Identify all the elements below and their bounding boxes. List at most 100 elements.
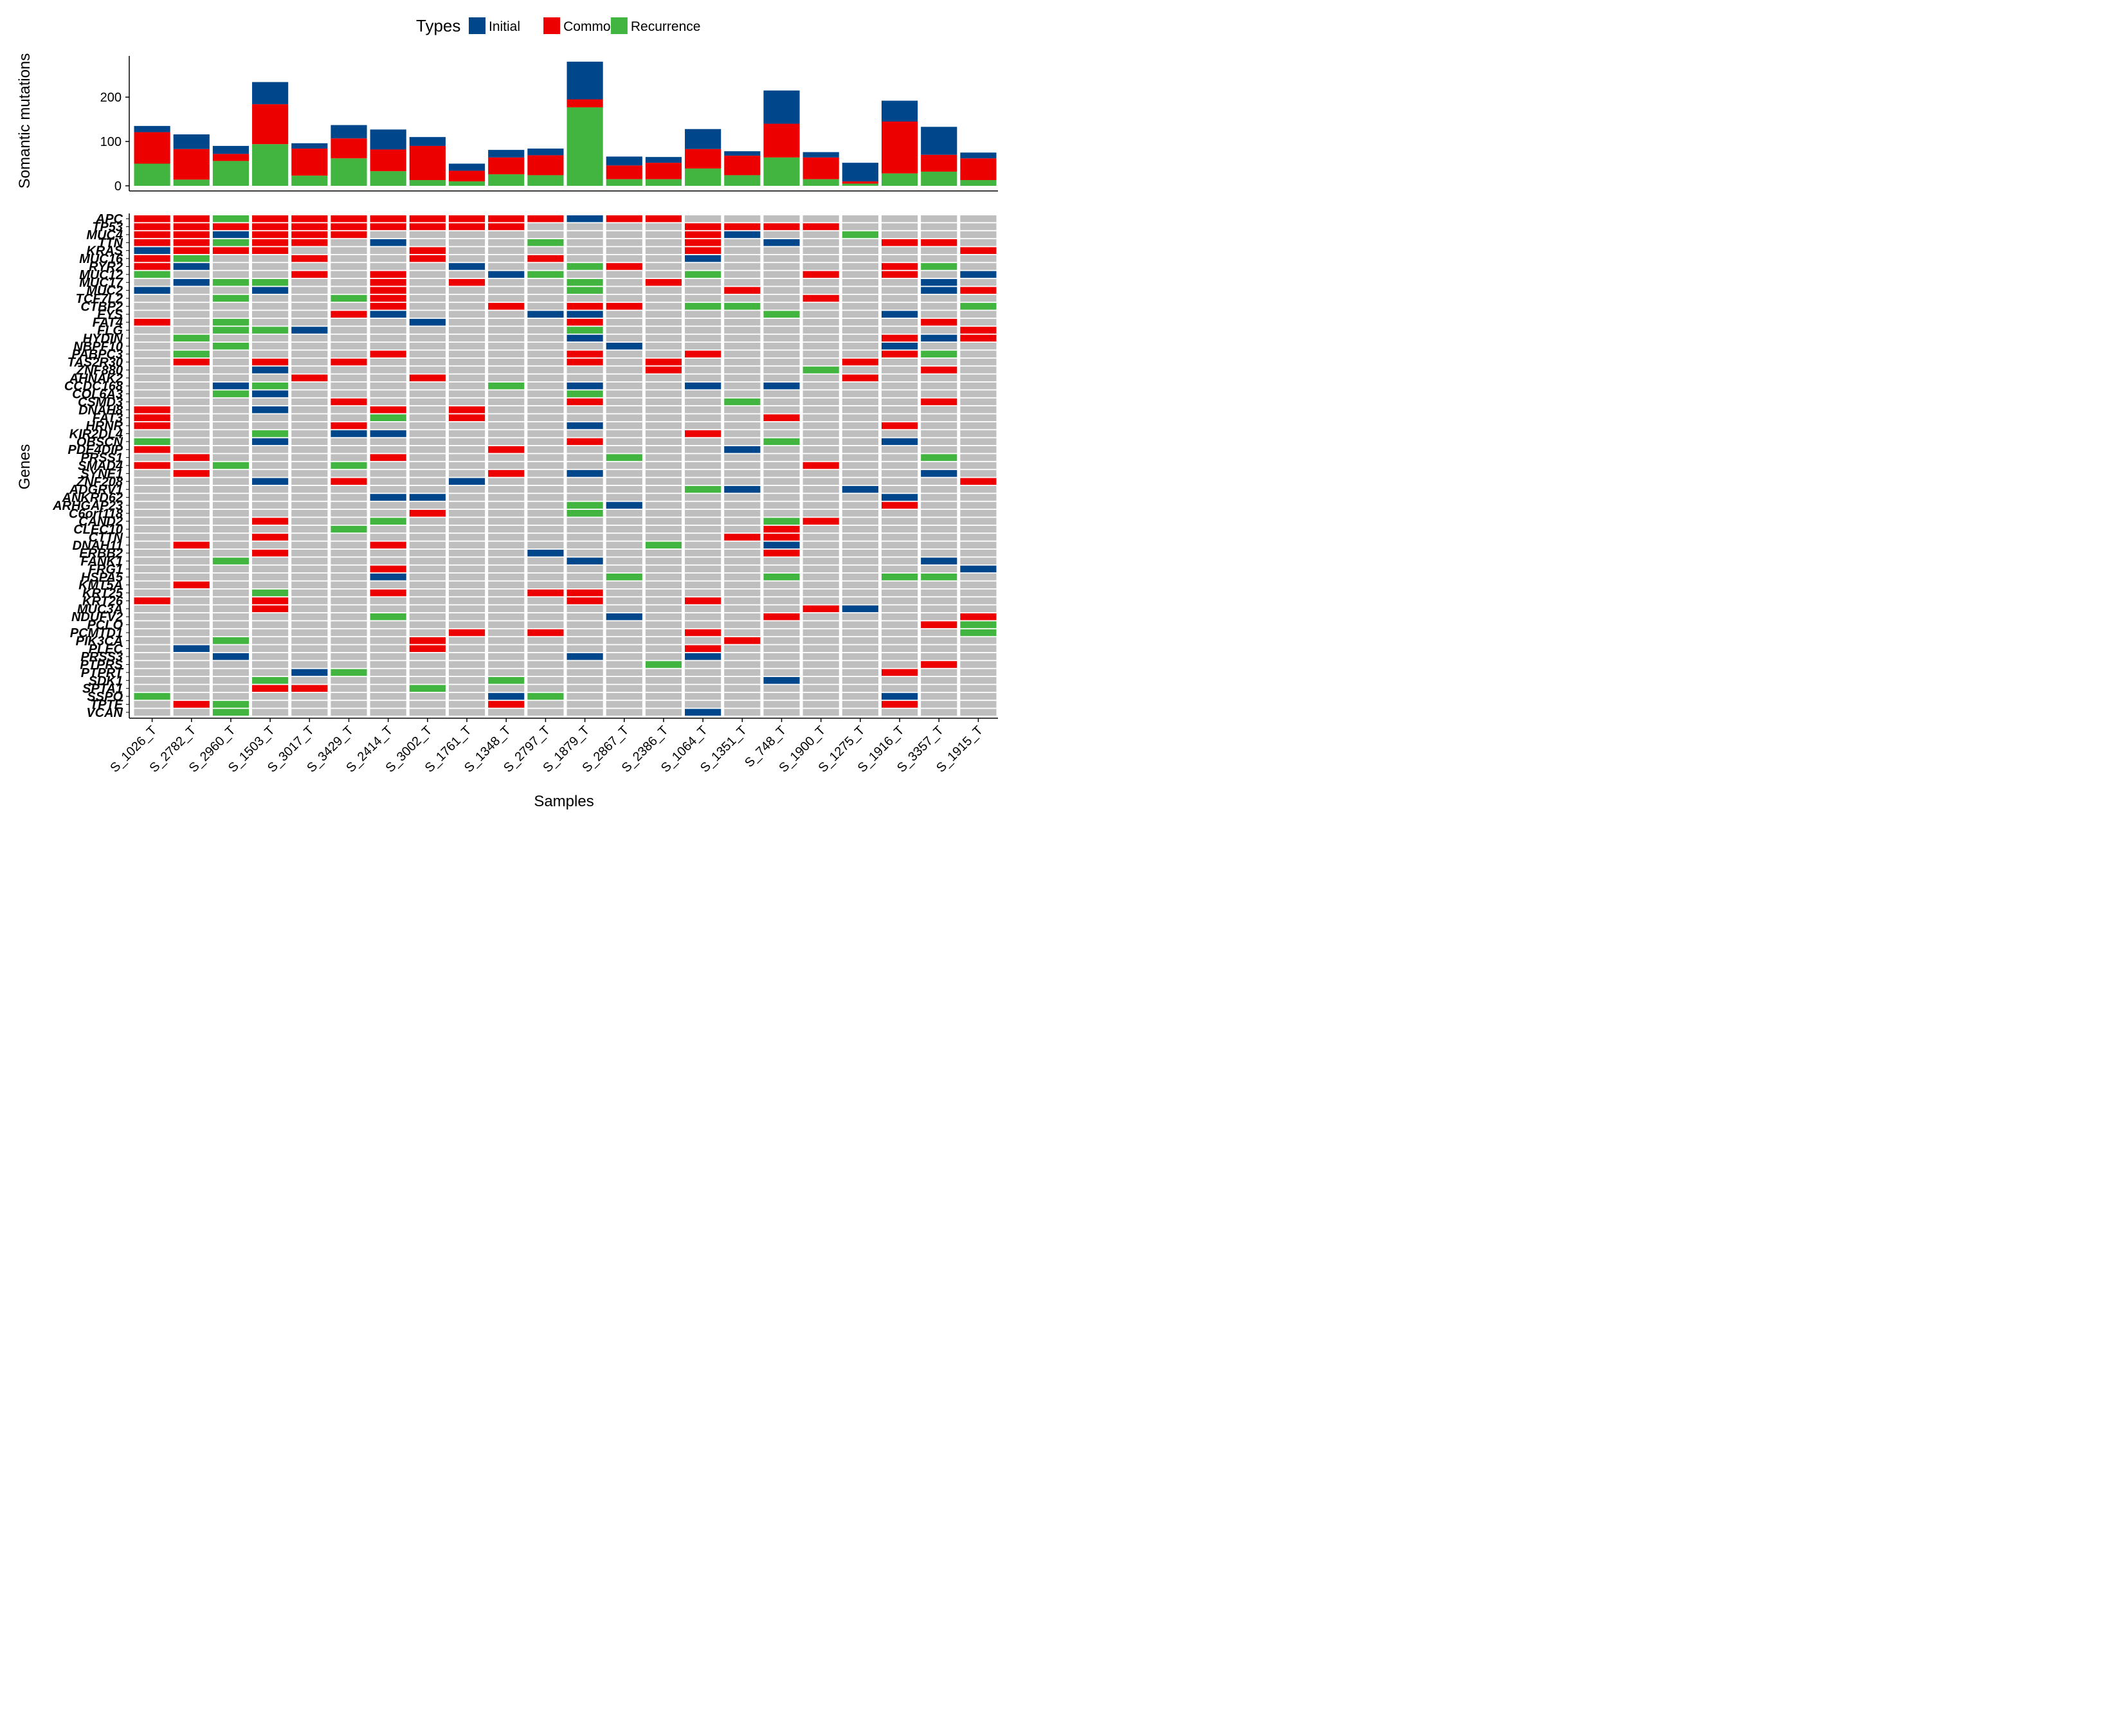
cell-S_1503_T-SMAD4 [252,462,289,469]
cell-S_1916_T-TPTE [881,701,918,708]
cell-S_2797_T-PABPC3 [527,350,564,357]
cell-S_2782_T-FANK1 [173,557,210,565]
cell-S_1915_T-KRT26 [960,597,997,604]
cell-S_2782_T-FLG [173,327,210,334]
cell-S_2414_T-FAT3 [370,414,406,422]
cell-S_1900_T-ANKRD62 [803,494,839,501]
cell-S_1348_T-CSMD3 [488,398,525,406]
cell-S_1351_T-CTTN [724,534,761,541]
cell-S_3429_T-KRT25 [331,589,367,597]
cell-S_2867_T-MUC17 [606,278,642,286]
bar-S_2867_T-initial [606,156,642,166]
cell-S_1916_T-FAT4 [881,318,918,326]
cell-S_1916_T-TAS2R30 [881,358,918,366]
bar-S_748_T-recurrence [763,157,800,186]
gene-label-KRT25: KRT25 [82,586,123,601]
cell-S_1761_T-PABPC3 [448,350,485,357]
cell-S_1348_T-PIK3CA [488,637,525,644]
cell-S_2960_T-PLEC [212,645,249,653]
cell-S_1761_T-HYDIN [448,334,485,342]
cell-S_1761_T-PRSS3 [448,653,485,660]
cell-S_1503_T-ADGRV1 [252,485,289,493]
cell-S_1348_T-TP53 [488,223,525,230]
cell-S_3017_T-PRSS1 [291,454,328,461]
cell-S_3002_T-HRNR [409,422,446,429]
cell-S_1900_T-FAT3 [803,414,839,422]
cell-S_1916_T-PCLO [881,621,918,628]
cell-S_1879_T-NBPF10 [567,342,603,350]
cell-S_2782_T-KIR2DL4 [173,430,210,437]
cell-S_2797_T-KIR2DL4 [527,430,564,437]
cell-S_2782_T-TPTE [173,701,210,708]
cell-S_1064_T-MUC12 [685,271,721,278]
cell-S_1348_T-AHNAK2 [488,374,525,382]
cell-S_2797_T-TAS2R30 [527,358,564,366]
gene-label-CLEC10: CLEC10 [73,523,123,537]
cell-S_1879_T-KRAS [567,247,603,255]
cell-S_1026_T-PCLO [134,621,170,628]
cell-S_3017_T-ARHGAP23 [291,502,328,509]
cell-S_1275_T-HSPA5 [842,574,878,581]
bar-S_2797_T-common [527,155,564,176]
cell-S_1915_T-ARHGAP23 [960,502,997,509]
gene-label-PABPC3: PABPC3 [71,348,123,362]
cell-S_1915_T-TP53 [960,223,997,230]
cell-S_1761_T-SYNE1 [448,470,485,477]
cell-S_2782_T-TP53 [173,223,210,230]
cell-S_1916_T-SPTA1 [881,685,918,692]
cell-S_1900_T-SSPO [803,692,839,700]
cell-S_3017_T-DNAH11 [291,541,328,549]
cell-S_1026_T-ANKRD62 [134,494,170,501]
cell-S_1916_T-DNAH11 [881,541,918,549]
cell-S_2386_T-KIR2DL4 [645,430,682,437]
cell-S_1915_T-HRNR [960,422,997,429]
cell-S_1916_T-MUC2 [881,287,918,294]
cell-S_1503_T-MUC2 [252,287,289,294]
cell-S_748_T-AHNAK2 [763,374,800,382]
cell-S_2414_T-TP53 [370,223,406,230]
bar-S_2797_T-initial [527,149,564,156]
cell-S_2782_T-NDUFV2 [173,613,210,620]
cell-S_2414_T-TAS2R30 [370,358,406,366]
cell-S_2797_T-TPTE [527,701,564,708]
cell-S_1761_T-RYR2 [448,263,485,270]
cell-S_2867_T-KRAS [606,247,642,255]
cell-S_1026_T-SPTA1 [134,685,170,692]
cell-S_2414_T-AHNAK2 [370,374,406,382]
cell-S_1900_T-FANK1 [803,557,839,565]
cell-S_1348_T-HYDIN [488,334,525,342]
cell-S_2867_T-TTN [606,239,642,246]
cell-S_2960_T-OBSCN [212,438,249,446]
cell-S_1879_T-PCLO [567,621,603,628]
gene-label-SSPO: SSPO [87,690,123,704]
cell-S_1900_T-NBPF10 [803,342,839,350]
cell-S_1348_T-FAT3 [488,414,525,422]
cell-S_748_T-DNAH8 [763,406,800,413]
cell-S_2867_T-DNAH11 [606,541,642,549]
cell-S_3429_T-TPTE [331,701,367,708]
cell-S_3002_T-CTBP2 [409,303,446,310]
cell-S_1915_T-AHNAK2 [960,374,997,382]
cell-S_3429_T-SDK1 [331,676,367,684]
cell-S_748_T-CTTN [763,534,800,541]
cell-S_1915_T-FRG1 [960,565,997,573]
cell-S_2960_T-PCMTD1 [212,629,249,637]
cell-S_748_T-C6orf118 [763,509,800,517]
cell-S_3002_T-FAT3 [409,414,446,422]
cell-S_3357_T-CLEC10 [921,525,957,533]
bar-S_1879_T-recurrence [567,107,603,186]
cell-S_2386_T-SYNE1 [645,470,682,477]
cell-S_1275_T-ZNF880 [842,366,878,374]
cell-S_2960_T-VCAN [212,709,249,716]
cell-S_3002_T-COL6A3 [409,390,446,397]
cell-S_3429_T-CCDC168 [331,382,367,390]
cell-S_1064_T-ARHGAP23 [685,502,721,509]
top-y-tick-label: 0 [114,179,122,194]
cell-S_1026_T-OBSCN [134,438,170,446]
cell-S_1351_T-ARHGAP23 [724,502,761,509]
cell-S_2960_T-SYNE1 [212,470,249,477]
cell-S_1915_T-MUC17 [960,278,997,286]
cell-S_1879_T-PRSS3 [567,653,603,660]
cell-S_2797_T-MUC2 [527,287,564,294]
